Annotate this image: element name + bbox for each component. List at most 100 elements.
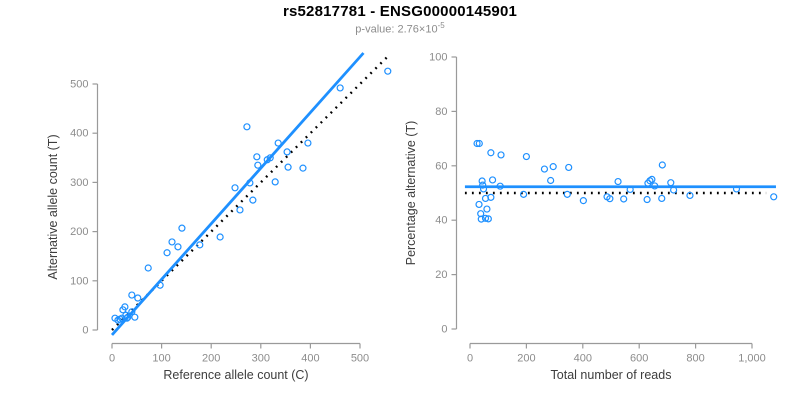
data-point <box>243 123 251 131</box>
data-point <box>670 186 678 194</box>
y-axis-title: Percentage alternative (T) <box>404 121 418 266</box>
x-axis-tick-label: 400 <box>301 353 319 365</box>
data-point <box>487 149 495 157</box>
data-point <box>156 281 164 289</box>
data-point <box>658 194 666 203</box>
data-point <box>131 313 139 321</box>
data-point <box>614 177 622 186</box>
data-point <box>479 185 488 193</box>
data-point <box>488 176 497 184</box>
data-point <box>481 214 490 222</box>
y-axis-tick-label: 100 <box>70 275 88 287</box>
data-point <box>174 243 182 251</box>
data-point <box>658 161 666 169</box>
y-axis-tick-label: 60 <box>435 160 447 172</box>
data-point <box>496 182 504 190</box>
data-point <box>236 206 244 214</box>
data-point <box>565 163 573 172</box>
data-point <box>540 165 549 173</box>
data-point <box>563 190 571 198</box>
data-point <box>246 179 254 187</box>
x-axis-title: Total number of reads <box>551 368 672 382</box>
p-value-subtitle: p-value: 2.76×10-5 <box>0 21 800 36</box>
data-point <box>620 195 628 203</box>
data-point <box>123 314 131 322</box>
x-axis-tick-label: 1,000 <box>738 353 766 365</box>
data-point <box>667 179 675 187</box>
data-point <box>549 163 557 171</box>
x-axis-tick-label: 200 <box>517 353 535 365</box>
x-axis-tick-label: 200 <box>202 353 220 365</box>
x-axis-tick-label: 400 <box>574 353 592 365</box>
data-point <box>254 161 262 169</box>
data-point <box>651 182 659 190</box>
data-point <box>648 175 656 183</box>
data-point <box>336 84 344 92</box>
p-value-text: p-value: 2.76×10 <box>355 23 438 36</box>
x-axis-tick-label: 0 <box>467 353 473 365</box>
data-point <box>579 197 587 205</box>
page-title: rs52817781 - ENSG00000145901 <box>282 3 518 20</box>
data-point <box>274 139 282 147</box>
data-point <box>478 177 486 185</box>
data-point <box>477 215 485 223</box>
y-axis-tick-label: 20 <box>435 269 447 281</box>
y-axis-tick-label: 0 <box>82 325 88 337</box>
y-axis-tick-label: 0 <box>441 324 447 336</box>
y-axis-tick-label: 40 <box>435 215 447 227</box>
y-axis-tick-label: 400 <box>70 128 88 140</box>
data-point <box>487 193 495 201</box>
data-point <box>304 139 312 147</box>
data-point <box>283 148 291 156</box>
data-point <box>384 67 392 75</box>
fit-line <box>110 52 365 336</box>
data-point <box>484 215 492 223</box>
y-axis-tick-label: 500 <box>70 79 88 91</box>
data-point <box>196 241 204 249</box>
y-axis-tick-label: 300 <box>70 177 88 189</box>
data-point <box>483 205 491 213</box>
data-point <box>124 313 132 321</box>
data-point <box>266 154 274 162</box>
data-point <box>216 233 224 241</box>
data-point <box>475 139 483 148</box>
x-axis-tick-label: 600 <box>630 353 648 365</box>
x-axis-tick-label: 0 <box>109 353 115 365</box>
y-axis-tick-label: 80 <box>435 106 447 118</box>
x-axis-tick-label: 800 <box>686 353 704 365</box>
data-point <box>606 195 614 203</box>
data-point <box>134 294 142 302</box>
data-point <box>732 185 741 193</box>
x-axis-title: Reference allele count (C) <box>163 368 308 382</box>
x-axis-tick-label: 500 <box>351 353 369 365</box>
data-point <box>128 308 136 316</box>
data-point <box>284 163 292 171</box>
data-point <box>168 238 176 246</box>
data-point <box>231 184 239 192</box>
data-point <box>473 139 481 148</box>
y-axis-title: Alternative allele count (T) <box>46 134 60 279</box>
data-point <box>770 193 778 201</box>
data-point <box>144 264 152 272</box>
p-value-exponent: -5 <box>437 21 445 30</box>
data-point <box>121 303 129 311</box>
x-axis-tick-label: 100 <box>152 353 170 365</box>
data-point <box>299 164 307 172</box>
data-point <box>519 190 528 198</box>
data-point <box>163 249 171 257</box>
data-point <box>643 195 651 204</box>
y-axis-tick-label: 200 <box>70 226 88 238</box>
data-point <box>547 176 555 185</box>
data-point <box>271 178 279 186</box>
data-point <box>253 153 261 161</box>
x-axis-tick-label: 300 <box>252 353 270 365</box>
data-point <box>522 152 531 161</box>
data-point <box>128 291 136 299</box>
data-point <box>475 200 483 209</box>
data-point <box>178 224 186 232</box>
data-point <box>626 185 634 194</box>
data-point <box>249 196 257 204</box>
y-axis-tick-label: 100 <box>429 52 447 64</box>
